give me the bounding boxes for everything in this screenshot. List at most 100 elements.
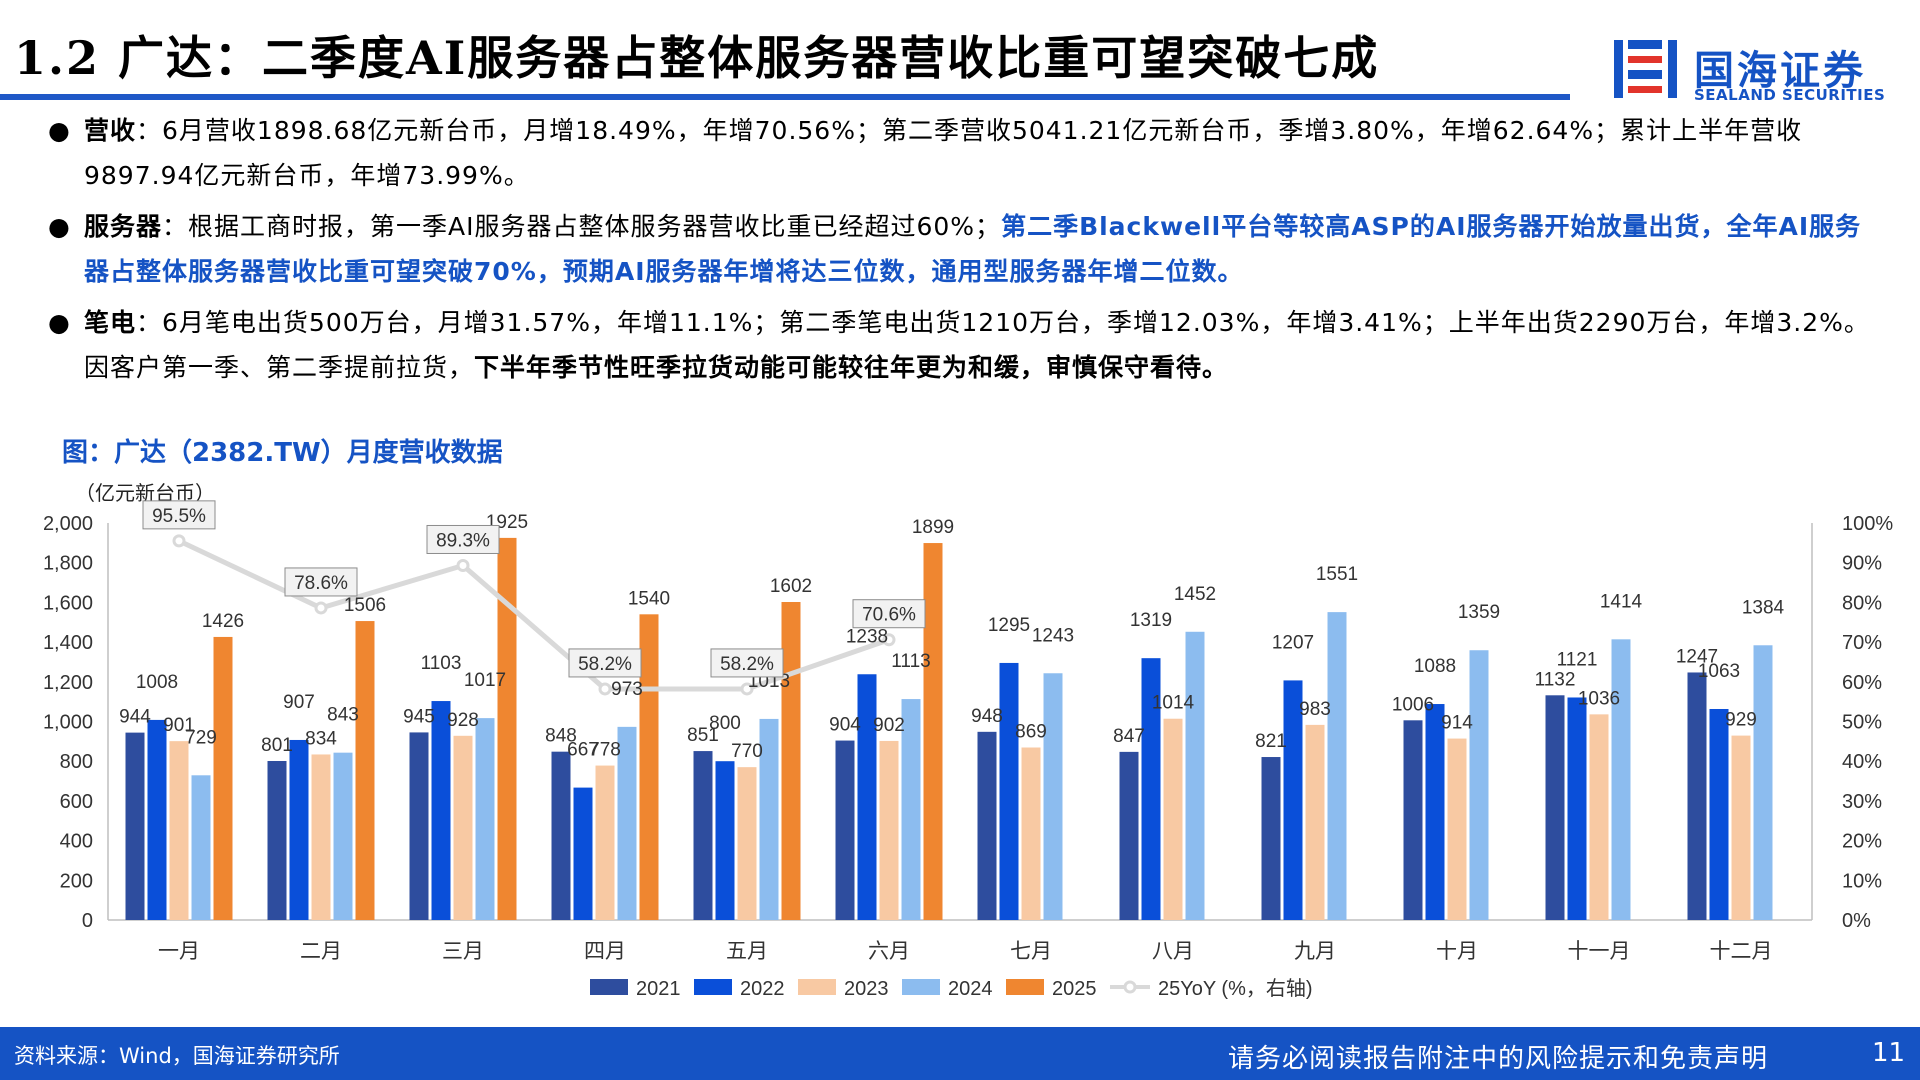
bar-value-label: 948	[971, 706, 1003, 727]
bar-2022	[1425, 704, 1445, 920]
y-tick-label: 0	[82, 910, 93, 932]
title-divider	[0, 94, 1570, 100]
yoy-label-box	[852, 599, 926, 629]
bullet-label: 服务器	[84, 212, 163, 241]
y-tick-label: 2,000	[43, 513, 93, 535]
bar-value-label: 729	[185, 727, 217, 748]
bar-value-label: 945	[403, 706, 435, 727]
bar-value-label: 1506	[344, 595, 386, 616]
bar-value-label: 1384	[1742, 597, 1785, 618]
yoy-label: 58.2%	[720, 654, 774, 675]
bullet-dot-icon: ●	[48, 212, 71, 241]
yoy-label-box	[710, 648, 784, 678]
yoy-label: 95.5%	[152, 506, 206, 527]
legend-label: 2023	[844, 978, 889, 1000]
bar-value-label: 847	[1113, 726, 1145, 747]
y2-tick-label: 90%	[1842, 553, 1882, 575]
page-number: 11	[1872, 1038, 1906, 1068]
bar-value-label: 869	[1015, 722, 1047, 743]
bar-2022	[1141, 658, 1161, 920]
bullet-highlight-text: 第二季Blackwell平台等较高ASP的AI服务器开始放量出货，全年AI服务器…	[84, 212, 1862, 286]
bar-2024	[191, 775, 211, 920]
bar-2024	[759, 718, 779, 920]
bar-value-label: 834	[305, 728, 337, 749]
bar-2022	[147, 719, 167, 920]
x-tick-label: 二月	[300, 939, 342, 963]
yoy-point	[882, 633, 896, 647]
legend-swatch-2021	[590, 979, 628, 995]
bar-2021	[551, 751, 571, 920]
yoy-point	[740, 682, 754, 696]
bar-value-label: 1063	[1698, 661, 1740, 682]
yoy-point	[172, 534, 186, 548]
y2-tick-label: 20%	[1842, 831, 1882, 853]
bar-2022	[289, 739, 309, 920]
y-tick-label: 800	[60, 751, 93, 773]
bar-value-label: 902	[873, 715, 905, 736]
bar-value-label: 1899	[912, 517, 954, 538]
bar-value-label: 1426	[202, 611, 244, 632]
y-axis-title: （亿元新台币）	[75, 482, 215, 505]
bar-value-label: 1017	[464, 670, 506, 691]
bar-value-label: 1113	[891, 651, 930, 672]
yoy-point	[598, 682, 612, 696]
bar-2023	[453, 735, 473, 920]
bar-2025	[213, 636, 233, 920]
yoy-label-box	[142, 500, 216, 530]
bar-value-label: 843	[327, 705, 359, 726]
legend-label: 2022	[740, 978, 785, 1000]
bar-2023	[1447, 738, 1467, 920]
bar-2024	[475, 718, 495, 920]
bar-value-label: 667	[567, 740, 599, 761]
bar-2024	[901, 699, 921, 920]
legend-swatch-2024	[902, 979, 940, 995]
bullet-label: 笔电	[84, 308, 137, 337]
bar-2021	[1119, 751, 1139, 920]
x-tick-label: 三月	[442, 939, 484, 963]
x-tick-label: 九月	[1294, 939, 1336, 963]
bar-2025	[355, 621, 375, 920]
bar-value-label: 1121	[1557, 649, 1598, 670]
x-tick-label: 七月	[1010, 939, 1052, 963]
bar-value-label: 800	[709, 713, 741, 734]
bar-2023	[595, 765, 615, 920]
bar-value-label: 1295	[988, 615, 1030, 636]
bar-2025	[781, 602, 801, 920]
bar-value-label: 1602	[770, 576, 812, 597]
figure-title: 图：广达（2382.TW）月度营收数据	[62, 438, 503, 468]
yoy-point	[314, 601, 328, 615]
legend-label: 2021	[636, 978, 681, 1000]
bar-2021	[835, 740, 855, 920]
bar-value-label: 1207	[1272, 632, 1314, 653]
y-tick-label: 1,000	[43, 712, 93, 734]
bullet-dot-icon: ●	[48, 116, 71, 145]
bar-value-label: 1319	[1130, 610, 1172, 631]
x-tick-label: 一月	[158, 939, 200, 963]
bar-2024	[1185, 631, 1205, 920]
monthly-revenue-chart: （亿元新台币） 0 200 400 600 800 1,000 1,200 1,400 1,600…	[43, 482, 1893, 1000]
bar-2024	[1611, 639, 1631, 920]
bar-value-label: 907	[283, 692, 315, 713]
bar-2024	[333, 752, 353, 920]
bar-value-label: 973	[611, 679, 643, 700]
y-tick-label: 200	[60, 870, 93, 892]
bullet-text: ：6月笔电出货500万台，月增31.57%，年增11.1%；第二季笔电出货121…	[84, 308, 1870, 382]
y2-tick-label: 0%	[1842, 910, 1871, 932]
bar-2022	[431, 701, 451, 920]
company-logo: 国海证券 SEALAND SECURITIES	[1612, 34, 1885, 104]
y-tick-label: 400	[60, 831, 93, 853]
bar-value-label: 801	[261, 735, 293, 756]
bar-value-label: 983	[1299, 699, 1331, 720]
bar-value-label: 1247	[1676, 646, 1718, 667]
bar-value-label: 1103	[421, 653, 462, 674]
y-tick-label: 600	[60, 791, 93, 813]
bullet-text: ：根据工商时报，第一季AI服务器占整体服务器营收比重已经超过60%；	[162, 212, 1002, 241]
bar-2022	[999, 662, 1019, 920]
bullet-revenue: ● 营收：6月营收1898.68亿元新台币，月增18.49%，年增70.56%；第…	[48, 108, 1884, 198]
bar-value-label: 1006	[1392, 694, 1434, 715]
x-tick-label: 六月	[868, 939, 910, 963]
source-note: 资料来源：Wind，国海证券研究所	[14, 1044, 340, 1068]
bullet-notebook: ● 笔电：6月笔电出货500万台，月增31.57%，年增11.1%；第二季笔电出货…	[48, 300, 1884, 390]
bar-2025	[639, 614, 659, 920]
legend-swatch-2022	[694, 979, 732, 995]
